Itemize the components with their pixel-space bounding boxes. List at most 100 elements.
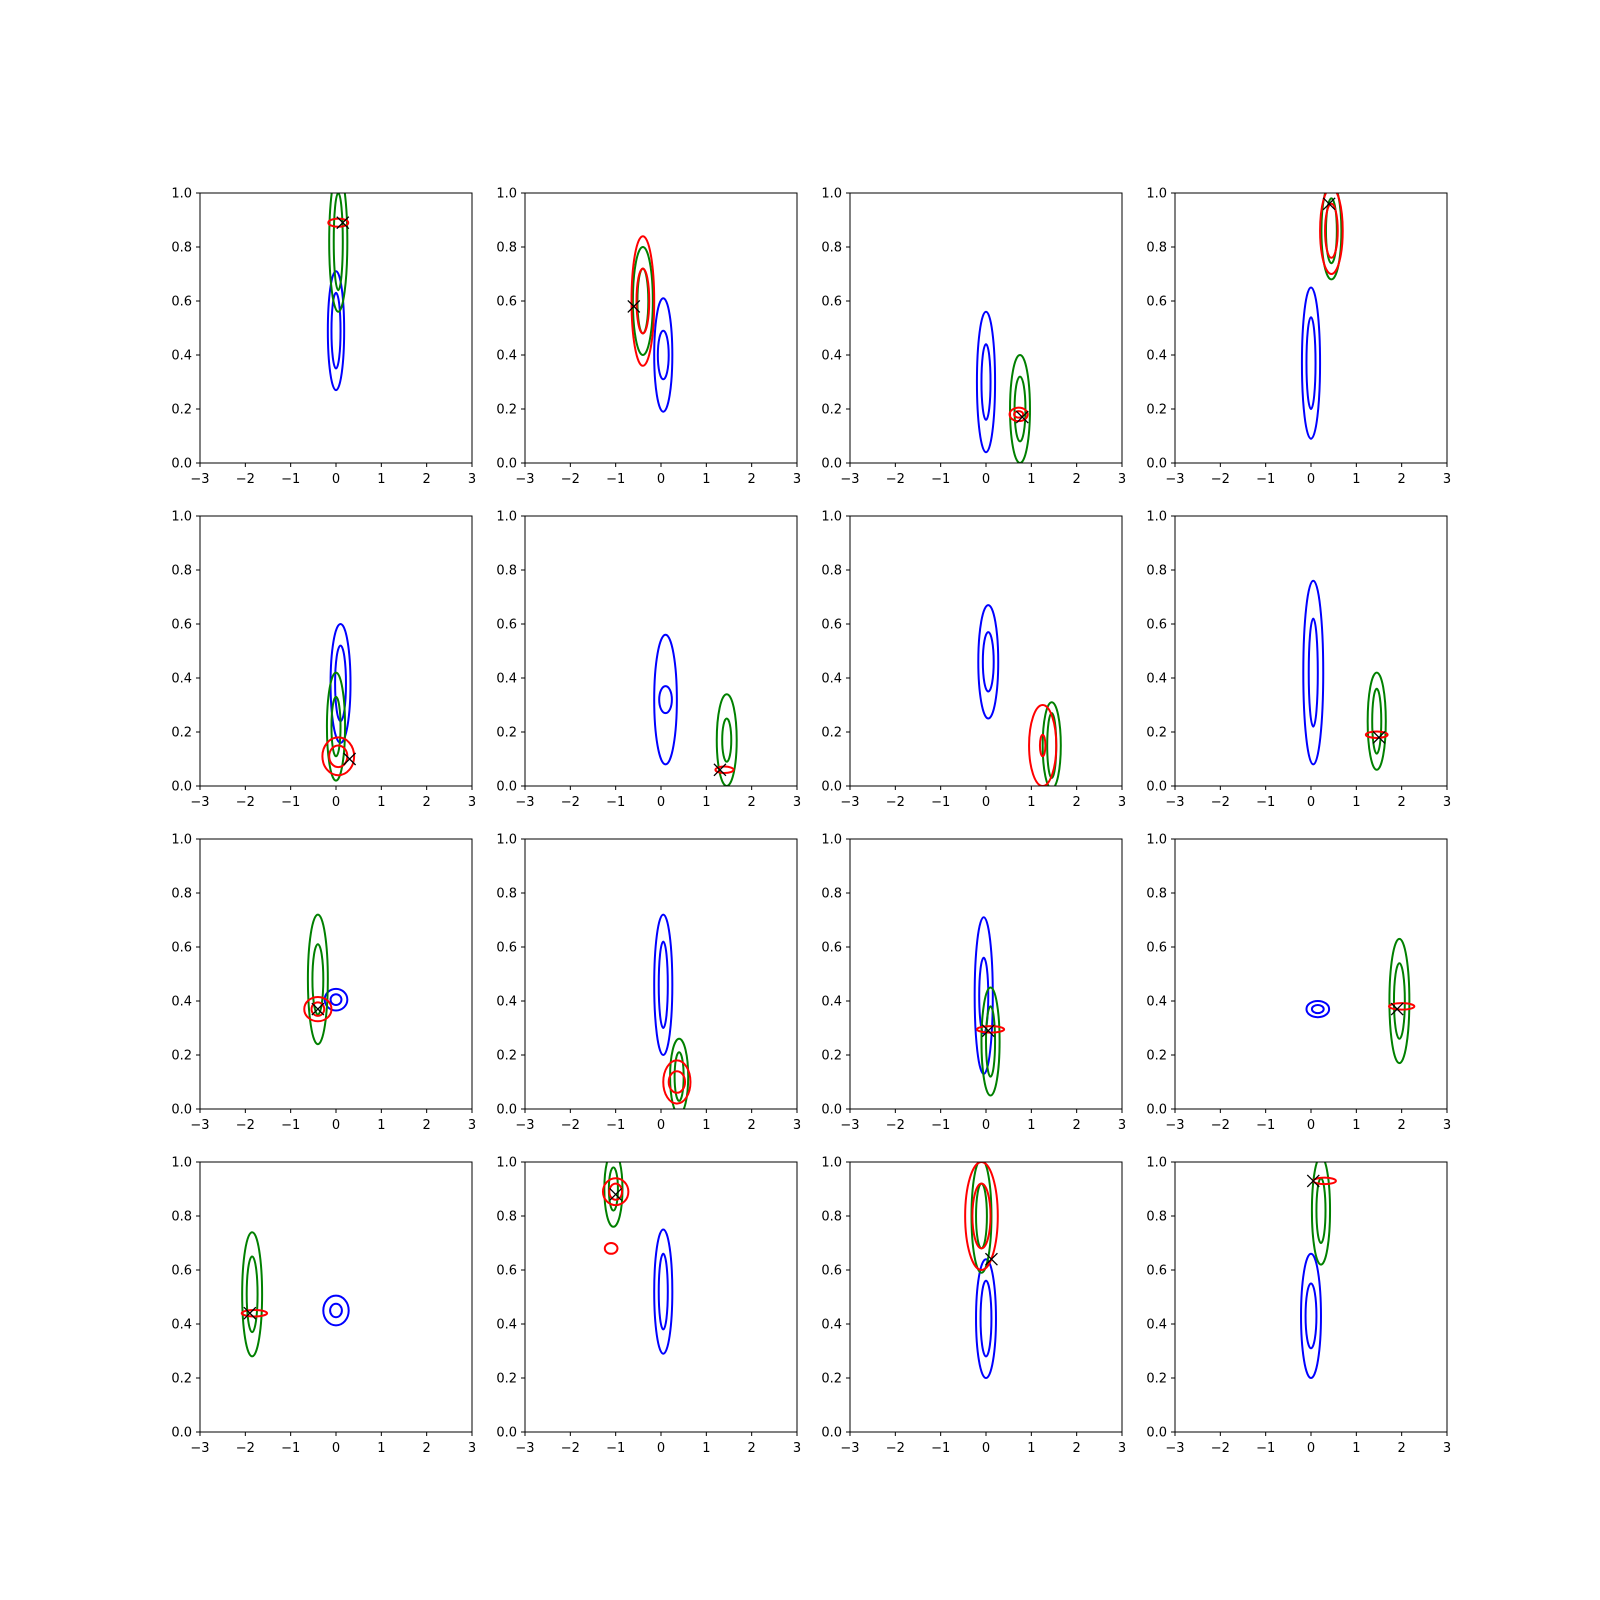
contour-group xyxy=(1300,193,1344,440)
blue-contour-inner xyxy=(980,343,992,421)
contour-group xyxy=(653,913,692,1109)
contour-group xyxy=(240,1231,350,1358)
red-contour-inner xyxy=(608,1182,624,1201)
x-tick-label: −1 xyxy=(931,1441,950,1456)
x-tick-label: 2 xyxy=(1398,1118,1406,1133)
x-marker xyxy=(1015,410,1029,424)
green-contour-outer xyxy=(631,246,654,356)
x-tick-label: 1 xyxy=(702,1441,710,1456)
y-tick-label: 0.4 xyxy=(171,349,192,364)
y-tick-label: 0.2 xyxy=(496,403,517,418)
y-tick-label: 0.8 xyxy=(171,887,192,902)
x-tick-label: −3 xyxy=(190,472,209,487)
y-tick-label: 0.0 xyxy=(496,457,517,472)
subplot-9: −3 −2 −1 0 1 2 3 0.0 0.2 0.4 0.6 0.8 1.0 xyxy=(171,833,476,1134)
green-contour-inner xyxy=(245,1255,259,1334)
x-tick-label: −1 xyxy=(931,795,950,810)
blue-contour-outer xyxy=(653,913,674,1056)
contour-group xyxy=(630,235,674,413)
y-tick-label: 0.8 xyxy=(821,887,842,902)
red-contour-inner xyxy=(310,1001,326,1017)
blue-contour-inner xyxy=(657,940,669,1029)
subplot-4: −3 −2 −1 0 1 2 3 0.0 0.2 0.4 0.6 0.8 1.0 xyxy=(1146,187,1451,488)
x-tick-label: 0 xyxy=(332,1118,340,1133)
y-tick-label: 0.2 xyxy=(821,726,842,741)
x-tick-label: 3 xyxy=(1443,1441,1451,1456)
x-marker xyxy=(627,299,641,313)
x-tick-label: 2 xyxy=(1073,1441,1081,1456)
x-tick-label: 1 xyxy=(377,1441,385,1456)
x-tick-label: 1 xyxy=(377,1118,385,1133)
x-tick-label: 1 xyxy=(1027,795,1035,810)
red-contour-inner xyxy=(1324,202,1339,259)
x-tick-label: 2 xyxy=(1073,1118,1081,1133)
x-marker xyxy=(336,216,350,230)
green-contour-outer xyxy=(306,913,329,1046)
x-tick-label: 1 xyxy=(1027,1441,1035,1456)
green-contour-outer xyxy=(1366,671,1387,771)
axes-frame xyxy=(849,192,1123,464)
blue-contour-inner xyxy=(981,631,995,693)
y-tick-label: 0.8 xyxy=(171,241,192,256)
red-contour-inner xyxy=(667,1070,687,1094)
subplot-11: −3 −2 −1 0 1 2 3 0.0 0.2 0.4 0.6 0.8 1.0 xyxy=(821,833,1126,1134)
x-tick-label: −3 xyxy=(190,1441,209,1456)
x-tick-label: 0 xyxy=(657,1441,665,1456)
y-tick-label: 0.0 xyxy=(171,1103,192,1118)
y-tick-label: 0.6 xyxy=(171,941,192,956)
red-contour-inner xyxy=(1038,733,1047,758)
x-tick-label: 2 xyxy=(748,1118,756,1133)
x-tick-label: 0 xyxy=(332,472,340,487)
blue-contour-outer xyxy=(653,297,674,413)
subplot-2: −3 −2 −1 0 1 2 3 0.0 0.2 0.4 0.6 0.8 1.0 xyxy=(496,187,801,488)
green-contour-outer xyxy=(1320,193,1343,281)
x-tick-label: −2 xyxy=(886,795,905,810)
x-tick-label: 0 xyxy=(1307,472,1315,487)
x-tick-label: −3 xyxy=(515,1441,534,1456)
blue-contour-outer xyxy=(653,633,678,766)
y-tick-label: 0.8 xyxy=(496,1210,517,1225)
y-tick-label: 0.2 xyxy=(1146,403,1167,418)
red-contour-outer xyxy=(714,765,735,775)
x-tick-label: 3 xyxy=(468,472,476,487)
green-contour-inner xyxy=(311,943,325,1016)
x-tick-label: −2 xyxy=(1211,1118,1230,1133)
red-contour-inner xyxy=(1013,410,1025,419)
green-contour-inner xyxy=(985,1005,997,1078)
y-tick-label: 0.0 xyxy=(1146,1426,1167,1441)
x-tick-label: 1 xyxy=(702,472,710,487)
contour-group xyxy=(326,193,350,392)
x-tick-label: 2 xyxy=(748,472,756,487)
y-tick-label: 0.6 xyxy=(821,1264,842,1279)
x-tick-label: −3 xyxy=(840,1441,859,1456)
y-tick-label: 0.2 xyxy=(496,1372,517,1387)
y-tick-label: 0.2 xyxy=(171,1372,192,1387)
axes-frame xyxy=(849,838,1123,1110)
x-marker xyxy=(1372,730,1386,744)
x-tick-label: −3 xyxy=(840,1118,859,1133)
x-tick-label: −3 xyxy=(190,795,209,810)
red-contour-outer xyxy=(1312,1176,1337,1186)
y-tick-label: 0.4 xyxy=(496,349,517,364)
x-tick-label: −2 xyxy=(886,1118,905,1133)
y-tick-label: 0.4 xyxy=(171,1318,192,1333)
axes-frame xyxy=(199,838,473,1110)
x-tick-label: −2 xyxy=(236,1118,255,1133)
y-tick-label: 0.2 xyxy=(1146,726,1167,741)
green-contour-inner xyxy=(975,1182,988,1250)
x-tick-label: 3 xyxy=(1118,795,1126,810)
y-tick-label: 0.8 xyxy=(496,887,517,902)
blue-contour-inner xyxy=(658,685,673,715)
red-contour-inner xyxy=(971,1182,992,1250)
contour-group xyxy=(653,633,738,786)
y-tick-label: 0.4 xyxy=(1146,1318,1167,1333)
y-tick-label: 0.2 xyxy=(171,1049,192,1064)
x-tick-label: −3 xyxy=(515,1118,534,1133)
blue-contour-outer xyxy=(977,604,1000,720)
x-tick-label: 1 xyxy=(1352,1441,1360,1456)
axes-frame xyxy=(524,192,798,464)
x-tick-label: 1 xyxy=(702,1118,710,1133)
y-tick-label: 0.4 xyxy=(821,995,842,1010)
x-tick-label: −3 xyxy=(515,795,534,810)
